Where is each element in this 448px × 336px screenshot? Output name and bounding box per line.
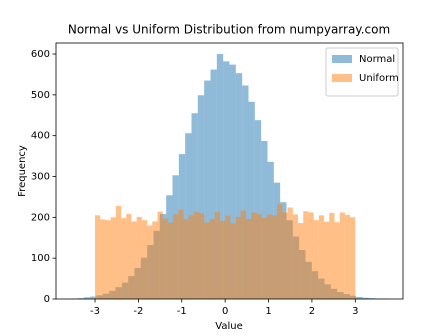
bar	[229, 64, 236, 299]
bar	[344, 214, 351, 299]
y-tick-label: 100	[31, 253, 50, 264]
bar	[287, 207, 293, 299]
bar	[185, 133, 192, 299]
bar	[298, 223, 304, 299]
bar	[251, 212, 257, 299]
bar	[178, 209, 184, 299]
bar	[230, 223, 236, 299]
x-tick-label: 0	[222, 306, 228, 317]
bar	[261, 218, 267, 299]
bar	[136, 216, 142, 299]
bar	[204, 222, 210, 299]
bar	[77, 298, 84, 299]
bar	[235, 73, 243, 299]
bar	[350, 217, 356, 299]
bar	[216, 54, 224, 299]
bar	[245, 218, 252, 299]
bar	[167, 222, 174, 299]
bar	[256, 214, 262, 299]
bar	[83, 297, 91, 299]
x-tick-label: -3	[90, 306, 100, 317]
y-tick-label: 400	[31, 131, 50, 142]
y-tick-label: 600	[31, 49, 50, 60]
legend-swatch	[332, 74, 352, 82]
plot-frame	[55, 42, 404, 300]
bar	[162, 218, 168, 299]
bar	[100, 219, 106, 299]
bar	[339, 212, 345, 299]
y-tick-label: 0	[44, 294, 50, 305]
bar	[240, 210, 246, 299]
bar	[173, 214, 179, 299]
bar	[313, 220, 319, 299]
bar	[324, 221, 330, 299]
bar	[209, 218, 215, 299]
bar	[329, 212, 335, 299]
bar	[188, 215, 194, 299]
bar	[282, 212, 288, 299]
bar	[105, 220, 111, 299]
bar	[141, 220, 148, 299]
legend-swatch	[332, 55, 352, 63]
bar	[266, 214, 273, 299]
bar	[214, 212, 220, 299]
bar	[90, 296, 97, 299]
bar	[191, 113, 198, 300]
bar	[183, 218, 189, 299]
x-axis-label: Value	[215, 321, 242, 332]
bar	[292, 214, 299, 299]
bar	[368, 298, 376, 299]
bar	[225, 215, 231, 299]
bar	[362, 297, 369, 299]
x-tick-label: -1	[177, 306, 187, 317]
y-tick-label: 300	[31, 172, 50, 183]
bar	[303, 211, 309, 299]
bar	[223, 61, 230, 300]
chart-title: Normal vs Uniform Distribution from nump…	[68, 23, 390, 37]
bar	[126, 214, 132, 299]
x-tick-label: 3	[352, 306, 358, 317]
legend-label: Normal	[359, 54, 395, 65]
bar	[115, 205, 122, 299]
bar	[356, 296, 363, 299]
legend-label: Uniform	[359, 73, 399, 84]
bar	[204, 80, 211, 300]
bar	[157, 211, 163, 299]
y-tick-label: 500	[31, 90, 50, 101]
x-tick-label: -2	[133, 306, 143, 317]
bar	[242, 85, 249, 299]
x-tick-label: 2	[309, 306, 315, 317]
y-axis-label: Frequency	[17, 145, 28, 197]
bar	[210, 69, 217, 299]
bar	[272, 215, 278, 299]
bar	[121, 218, 127, 299]
x-tick-label: 1	[265, 306, 271, 317]
bar	[199, 213, 205, 299]
bar	[308, 212, 314, 299]
bar	[318, 215, 325, 299]
bar	[235, 216, 241, 299]
bar	[277, 204, 283, 299]
bar	[147, 225, 153, 299]
bar	[197, 95, 205, 299]
bar	[131, 221, 137, 299]
bar	[110, 217, 116, 299]
bar	[95, 215, 101, 299]
bar	[152, 221, 158, 299]
bar	[193, 212, 200, 299]
bar	[219, 220, 226, 299]
bar	[248, 101, 255, 300]
y-tick-label: 200	[31, 212, 50, 223]
bar	[334, 222, 340, 299]
bar	[254, 120, 262, 299]
